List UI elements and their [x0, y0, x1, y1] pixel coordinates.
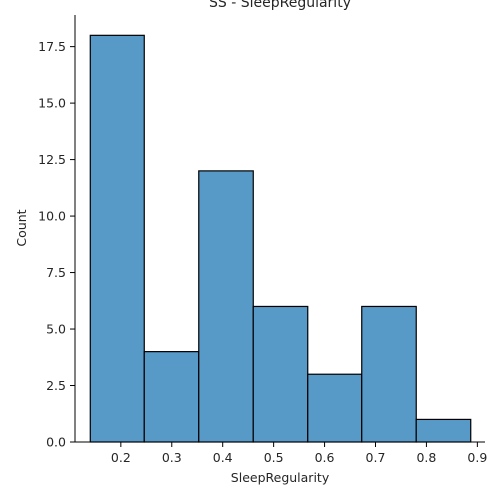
x-tick-label: 0.6: [315, 450, 335, 465]
x-axis-label: SleepRegularity: [231, 470, 330, 485]
y-axis-label: Count: [14, 209, 29, 246]
histogram-bar-6: [361, 305, 417, 443]
y-tick-label: 5.0: [46, 322, 66, 337]
y-tick-label: 7.5: [46, 265, 66, 280]
x-tick-label: 0.7: [366, 450, 386, 465]
y-tick-label: 17.5: [38, 39, 66, 54]
y-tick-label: 2.5: [46, 378, 66, 393]
histogram-bar-1: [89, 34, 145, 443]
x-tick-label: 0.5: [264, 450, 284, 465]
x-tick-label: 0.9: [467, 450, 487, 465]
histogram-bar-4: [252, 305, 309, 443]
x-tick-label: 0.8: [416, 450, 436, 465]
histogram-bar-5: [307, 373, 363, 443]
x-tick-label: 0.4: [213, 450, 233, 465]
histogram-bar-2: [143, 351, 200, 443]
y-ticks-group: 0.0 2.5 5.0 7.5 10.0 12.5 15.0 17.5: [38, 39, 75, 450]
x-tick-label: 0.2: [111, 450, 131, 465]
x-ticks-group: 0.2 0.3 0.4 0.5 0.6 0.7 0.8 0.9: [111, 442, 487, 465]
bars-group: [89, 34, 472, 443]
y-tick-label: 15.0: [38, 96, 66, 111]
y-tick-label: 0.0: [46, 435, 66, 450]
histogram-bar-7: [415, 418, 472, 443]
histogram-bar-3: [198, 170, 254, 443]
chart-title: SS - SleepRegularity: [209, 0, 351, 11]
y-tick-label: 12.5: [38, 152, 66, 167]
y-tick-label: 10.0: [38, 209, 66, 224]
x-tick-label: 0.3: [162, 450, 182, 465]
